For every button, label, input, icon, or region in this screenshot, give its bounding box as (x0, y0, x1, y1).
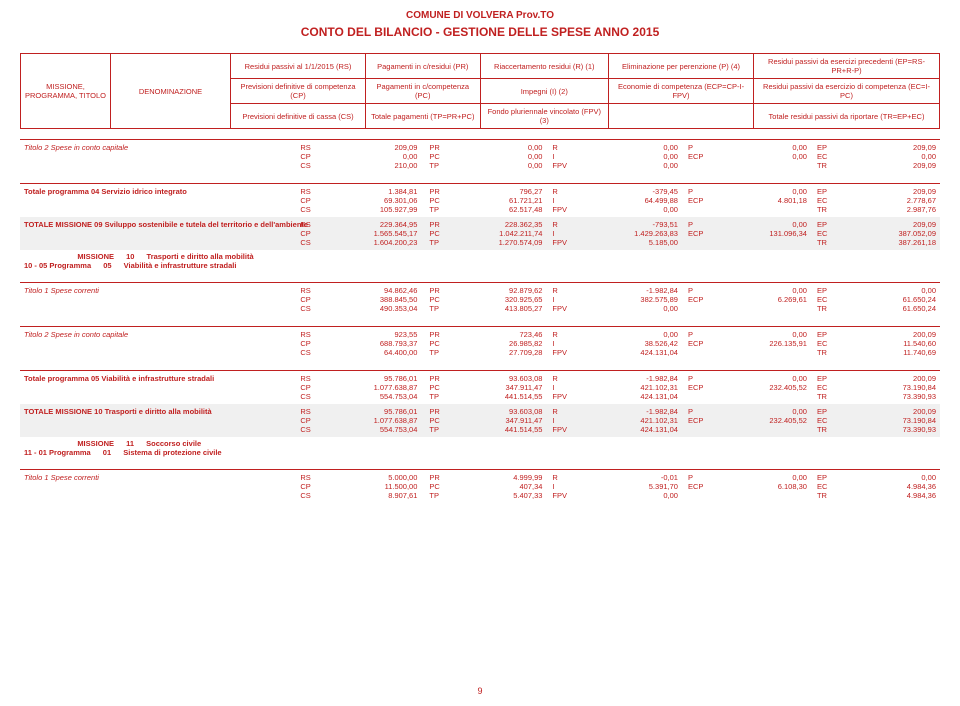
mission-row: MISSIONE 11 Soccorso civile 11 - 01 Prog… (20, 437, 940, 459)
column-header-table: MISSIONE, PROGRAMMA, TITOLO DENOMINAZION… (20, 53, 940, 129)
page-number: 9 (0, 686, 960, 696)
data-block: TOTALE MISSIONE 10 Trasporti e diritto a… (20, 407, 940, 434)
data-block: Titolo 1 Spese correnti RS94.862,46 PR92… (20, 282, 940, 316)
data-block: TOTALE MISSIONE 09 Sviluppo sostenibile … (20, 220, 940, 247)
total-block: TOTALE MISSIONE 09 Sviluppo sostenibile … (20, 217, 940, 250)
data-block: Totale programma 04 Servizio idrico inte… (20, 183, 940, 217)
page: COMUNE DI VOLVERA Prov.TO CONTO DEL BILA… (0, 0, 960, 706)
doc-subtitle: CONTO DEL BILANCIO - GESTIONE DELLE SPES… (20, 25, 940, 39)
data-block: Titolo 2 Spese in conto capitale RS923,5… (20, 326, 940, 360)
data-block: Titolo 1 Spese correnti RS5.000,00 PR4.9… (20, 469, 940, 503)
total-block: TOTALE MISSIONE 10 Trasporti e diritto a… (20, 404, 940, 437)
doc-title: COMUNE DI VOLVERA Prov.TO (20, 10, 940, 21)
data-block: Titolo 2 Spese in conto capitale RS209,0… (20, 139, 940, 173)
data-block: Totale programma 05 Viabilità e infrastr… (20, 370, 940, 404)
data-sections: Titolo 2 Spese in conto capitale RS209,0… (20, 139, 940, 503)
mission-row: MISSIONE 10 Trasporti e diritto alla mob… (20, 250, 940, 272)
